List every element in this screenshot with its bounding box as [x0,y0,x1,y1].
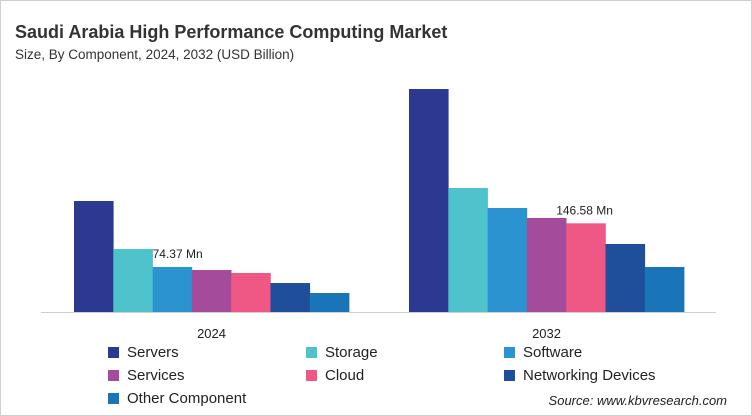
legend-label: Cloud [325,367,365,384]
bar-2024-other-component [309,293,350,312]
legend-swatch [504,370,515,381]
legend-swatch [306,370,317,381]
bar-2032-services [526,217,567,312]
legend-item-cloud: Cloud [306,367,364,384]
data-label: 74.37 Mn [153,247,203,261]
legend-item-storage: Storage [306,344,378,361]
legend-label: Networking Devices [523,367,656,384]
bar-2032-other-component [644,266,685,312]
legend-swatch [108,393,119,404]
legend-label: Services [127,367,185,384]
bar-2032-servers [409,89,449,312]
legend-swatch [306,347,317,358]
data-label: 146.58 Mn [556,203,613,217]
bar-chart: 2024 2032 74.37 Mn 146.58 Mn [41,89,716,341]
bar-2032-networking-devices [605,244,646,312]
legend-item-software: Software [504,344,582,361]
legend-label: Storage [325,344,378,361]
legend-label: Other Component [127,390,247,407]
chart-title: Saudi Arabia High Performance Computing … [15,22,448,42]
bar-2024-services [191,270,232,312]
bar-2032-storage [448,187,488,312]
bar-2032-cloud [566,223,606,312]
bar-2024-storage [113,249,153,312]
legend-item-servers: Servers [108,344,179,361]
legend-swatch [108,370,119,381]
legend-label: Servers [127,344,179,361]
source-note: Source: www.kbvresearch.com [548,393,727,408]
legend-swatch [504,347,515,358]
legend-item-services: Services [108,367,185,384]
legend-swatch [108,347,119,358]
x-tick-label: 2032 [532,326,561,341]
bar-2024-software [152,267,193,312]
bar-2024-cloud [231,272,271,312]
legend-item-other-component: Other Component [108,390,246,407]
legend-item-networking-devices: Networking Devices [504,367,656,384]
legend-label: Software [523,344,583,361]
x-tick-label: 2024 [197,326,226,341]
bar-2024-servers [74,200,114,312]
bar-2032-software [487,208,528,312]
bar-2024-networking-devices [270,283,311,312]
chart-subtitle: Size, By Component, 2024, 2032 (USD Bill… [15,47,295,62]
